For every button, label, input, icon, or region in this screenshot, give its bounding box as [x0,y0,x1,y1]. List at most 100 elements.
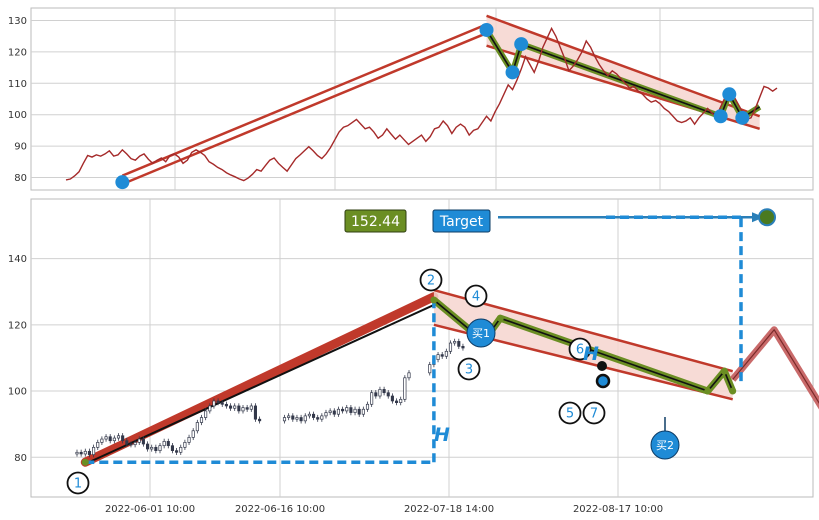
wave-point-marker [479,22,494,37]
candle-body [444,350,448,357]
candle-body [158,445,162,451]
candle-body [307,413,311,417]
candle-body [390,395,394,402]
candle-body [361,408,365,415]
buy2-label: 买2 [656,439,674,452]
bottom-candlestick-panel: 80 100 120 140 [8,198,819,498]
candle-body [382,389,386,394]
candle-body [312,413,316,418]
projection-zigzag-center [732,329,819,404]
candle-body [146,443,150,450]
wave-point-marker [735,110,750,125]
candle-body [191,430,195,438]
candle-body [175,450,179,453]
candle-body [137,438,141,443]
candle-body [332,410,336,415]
bottom-plot-area [30,198,814,498]
h-measure-label-2: H [583,343,599,365]
wave-point-label-7: 7 [590,407,598,422]
candle-body [233,405,237,409]
candle-body [428,364,432,374]
y-tick-label: 140 [8,254,27,265]
candle-body [453,341,457,344]
wave-point-label-circle [558,401,582,425]
candle-body [154,446,158,451]
candle-body [199,417,204,423]
y-tick-label: 100 [8,387,27,398]
candle-body [204,410,208,418]
x-tick-label: 2022-07-18 14:00 [404,504,494,515]
candle-body [328,410,332,413]
candle-body [357,408,361,415]
h-measure-label: H [434,424,450,446]
buy1-marker [466,318,496,348]
wave-point-marker [505,65,520,80]
wave-point-label-circle [457,357,481,381]
candle-body [316,417,320,420]
target-box-bg [432,209,491,233]
wave-point-labels: 1 2 3 4 5 6 7 [74,274,598,492]
y-tick-label: 90 [14,142,27,153]
candle-body [378,389,382,397]
wave-point-dot [720,367,728,375]
descending-channel-fill [486,15,760,129]
candle-body [349,407,353,413]
candle-body [216,400,220,403]
descending-channel-upper [486,14,761,118]
buy1-label: 买1 [472,327,490,340]
candle-body [399,398,403,403]
wave-point-marker [514,37,529,52]
candle-body [83,450,87,455]
target-box-text: Target [439,214,484,230]
candle-body [440,354,444,357]
candle-body [457,341,461,347]
point-7-marker [595,373,611,389]
candle-body [249,405,253,410]
candle-body [150,446,154,450]
candle-body [75,451,79,455]
wave-point-dot [430,296,438,304]
candle-body [395,400,399,403]
price-box: 152.44 [344,209,407,233]
candle-body [79,451,83,455]
top-price-panel: 80 90 100 110 120 130 [8,7,814,191]
candle-body [141,438,145,445]
candle-body [245,407,249,410]
candle-body [229,405,233,409]
candle-body [282,417,287,422]
candle-body [187,437,191,443]
y-tick-label: 100 [8,110,27,121]
candle-body [116,435,121,439]
channel-upper-line [121,23,488,177]
wave-point-marker [115,175,130,190]
candle-body [96,442,100,448]
wave-point-dot [81,458,89,466]
candle-body [291,415,295,420]
candle-body [407,372,411,379]
y-tick-label: 110 [8,79,27,90]
candle-body [448,342,453,352]
candle-body [129,443,133,446]
y-tick-label: 80 [14,453,27,464]
candle-body [436,354,440,360]
candle-body [299,417,303,422]
channel-lower-line [121,32,488,186]
candle-body [320,415,324,420]
wave-point-dot [496,314,504,322]
candle-body [166,441,170,447]
candle-body [403,377,407,400]
wave-point-label-circle [419,268,443,292]
candle-body [386,392,390,397]
candle-body [133,442,137,446]
candle-body [195,422,199,432]
price-box-text: 152.44 [351,214,400,230]
wave-point-dot [704,387,712,395]
y-tick-label: 130 [8,16,27,27]
y-tick-label: 120 [8,320,27,331]
candle-body [370,392,374,405]
x-tick-label: 2022-08-17 10:00 [573,504,663,515]
y-tick-label: 120 [8,47,27,58]
wave-point-label-4: 4 [472,290,480,305]
y-tick-label: 80 [14,173,27,184]
